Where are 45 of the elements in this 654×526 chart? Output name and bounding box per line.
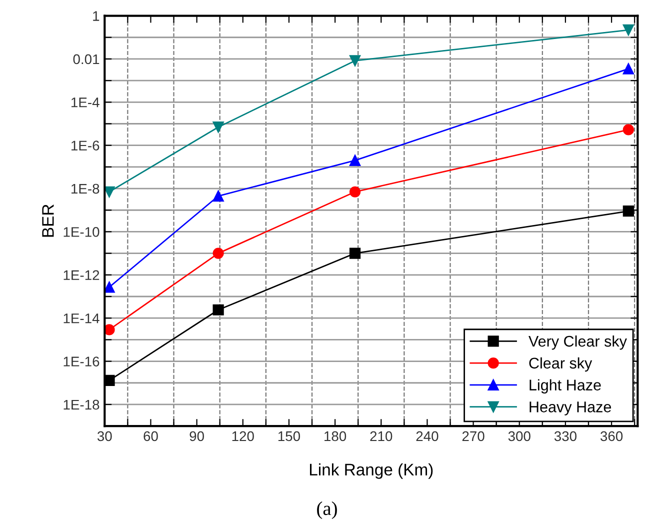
x-tick-label: 300 (508, 431, 530, 442)
x-axis-title: Link Range (Km) (310, 463, 433, 479)
x-tick-label: 270 (462, 431, 484, 442)
point (104, 186, 115, 198)
point (349, 55, 361, 66)
y-tick-label: 1E-16 (64, 356, 100, 366)
point (104, 282, 115, 293)
point (212, 122, 224, 133)
y-tick-label: 1E-6 (72, 140, 100, 151)
point (212, 248, 224, 259)
y-tick-label: 1E-10 (64, 227, 100, 237)
y-tick-label: 0.01 (73, 54, 100, 64)
point (622, 63, 634, 74)
x-tick-label: 120 (232, 431, 254, 442)
point (622, 124, 634, 136)
x-tick-label: 30 (97, 431, 112, 442)
point (349, 248, 361, 259)
legend-label: Heavy Haze (530, 402, 612, 416)
y-tick-label: 1E-12 (64, 270, 100, 280)
point (622, 206, 634, 217)
y-tick-label: 1E-8 (72, 184, 100, 194)
y-axis-title: BER (42, 204, 54, 237)
x-tick-label: 90 (190, 431, 204, 442)
x-tick-label: 210 (370, 431, 392, 442)
point (212, 304, 224, 316)
x-tick-label: 60 (144, 431, 158, 442)
text: (a) (317, 501, 337, 520)
y-tick-label: 1E-4 (72, 98, 100, 108)
point (212, 190, 224, 202)
x-tick-label: 180 (324, 431, 346, 442)
point (349, 186, 361, 198)
legend-label: Clear sky (529, 357, 592, 372)
point (349, 154, 361, 166)
x-tick-label: 240 (416, 431, 438, 442)
point (104, 374, 115, 386)
x-tick-label: 360 (600, 431, 623, 442)
y-tick-label: 1E-18 (64, 400, 100, 410)
point (104, 324, 115, 336)
x-tick-label: 330 (554, 431, 576, 442)
y-tick-label: 1 (93, 11, 100, 21)
legend-label: Very Clear sky (528, 335, 627, 350)
point (622, 24, 634, 36)
x-tick-label: 150 (278, 431, 300, 442)
y-tick-label: 1E-14 (64, 314, 100, 324)
legend-label: Light Haze (530, 379, 601, 394)
